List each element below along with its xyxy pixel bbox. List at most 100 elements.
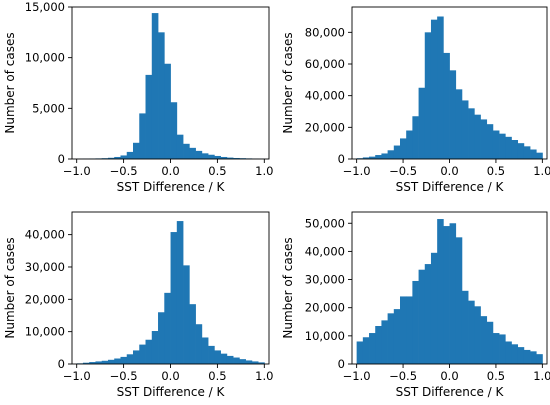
histogram-bar: [530, 351, 537, 364]
histogram-bar: [536, 354, 543, 364]
y-tick-label: 30,000: [305, 273, 345, 287]
histogram-bar: [220, 156, 228, 159]
histogram-bar: [393, 145, 401, 159]
histogram-bar: [449, 70, 457, 159]
histogram-bar: [499, 334, 506, 364]
y-tick-label: 0: [58, 357, 65, 371]
x-tick-label: 0.0: [440, 164, 458, 178]
histogram-bar: [89, 362, 96, 364]
histogram-bar: [201, 153, 209, 159]
histogram-bar: [251, 361, 259, 364]
histogram-bar: [492, 130, 500, 159]
histogram-bar: [424, 264, 432, 364]
histogram-bar: [114, 358, 121, 364]
histogram-bar: [101, 360, 109, 364]
y-tick-label: 40,000: [305, 244, 345, 258]
histogram-bar: [480, 316, 488, 364]
histogram-bar: [95, 361, 103, 364]
histogram-bar: [164, 63, 171, 159]
histogram-bar: [430, 252, 438, 364]
x-tick-label: −0.5: [110, 369, 138, 383]
histogram-bar: [114, 156, 121, 159]
histogram-bar: [170, 102, 178, 159]
x-tick-label: 0.5: [487, 164, 505, 178]
histogram-bar: [443, 226, 450, 364]
histogram-bar: [412, 116, 419, 159]
histogram-bar: [393, 309, 401, 364]
histogram-bar: [474, 306, 481, 364]
histogram-bar: [107, 359, 115, 364]
y-axis-label: Number of cases: [281, 32, 295, 133]
histogram-bar: [418, 269, 426, 364]
x-tick-label: 0.5: [208, 164, 226, 178]
histogram-bar: [139, 344, 146, 364]
y-tick-label: 10,000: [25, 325, 65, 339]
histogram-bar: [530, 149, 537, 159]
histogram-bar: [245, 360, 253, 364]
histogram-bar: [486, 321, 494, 364]
y-tick-label: 0: [58, 152, 65, 166]
histogram-bar: [375, 326, 382, 364]
histogram-bar: [486, 124, 494, 159]
histogram-bar: [387, 150, 395, 159]
y-tick-label: 0: [338, 357, 345, 371]
histogram-bar: [82, 362, 90, 364]
histogram-bar: [208, 345, 215, 364]
histogram-bar: [387, 313, 395, 364]
histogram-bar: [189, 147, 196, 159]
histogram-bar: [220, 353, 228, 364]
histogram-bar: [107, 157, 115, 159]
x-tick-label: 0.5: [208, 369, 226, 383]
histogram-bar: [164, 292, 171, 364]
histogram-bar: [139, 113, 146, 159]
histogram-bar: [151, 331, 159, 364]
histogram-bar: [381, 153, 388, 159]
y-tick-label: 10,000: [305, 329, 345, 343]
histogram-bar: [120, 155, 128, 159]
histogram-bar: [170, 232, 178, 364]
x-tick-label: 1.0: [255, 369, 273, 383]
histogram-bar: [183, 265, 190, 364]
x-tick-label: 0.5: [487, 369, 505, 383]
histogram-bar: [437, 219, 444, 364]
histogram-bar: [468, 108, 475, 159]
y-tick-label: 60,000: [305, 57, 345, 71]
histogram-bar: [176, 134, 184, 159]
x-tick-label: −0.5: [389, 164, 417, 178]
histogram-bar: [201, 337, 209, 364]
x-tick-label: 1.0: [533, 369, 550, 383]
histogram-bar: [505, 136, 512, 159]
y-tick-label: 40,000: [305, 89, 345, 103]
histogram-bar: [133, 350, 140, 364]
histogram-bar: [369, 156, 376, 160]
histogram-bar: [536, 152, 543, 159]
histogram-bar: [126, 354, 134, 364]
histogram-bar: [443, 52, 450, 159]
y-tick-label: 15,000: [25, 0, 65, 14]
histogram-bar: [412, 280, 419, 364]
histogram-bar: [455, 89, 463, 159]
histogram-bar: [158, 32, 165, 159]
histogram-bar: [362, 337, 370, 364]
histogram-bar: [400, 296, 407, 364]
histogram-bar: [480, 119, 488, 159]
histogram-bar: [226, 355, 234, 364]
histogram-bar: [226, 157, 234, 159]
x-axis-label: SST Difference / K: [396, 385, 505, 399]
histogram-panel-top-right: −1.0 −0.5 0.0 0.5 1.0 0 20,000 40,000 60,000 80,0…: [281, 6, 550, 194]
x-tick-label: 1.0: [533, 164, 550, 178]
histogram-bar: [523, 146, 531, 159]
x-tick-label: 1.0: [255, 164, 273, 178]
x-tick-label: −1.0: [343, 369, 371, 383]
histogram-bar: [183, 143, 190, 159]
histogram-bar: [523, 349, 531, 364]
histogram-panel-bottom-left: −1.0 −0.5 0.0 0.5 1.0 0 10,000 20,000 30,000 40,0…: [3, 211, 273, 399]
histogram-bar: [400, 138, 407, 159]
histogram-bar: [511, 344, 519, 364]
histogram-bar: [195, 324, 203, 364]
histogram-bar: [151, 13, 159, 159]
histogram-bar: [455, 237, 463, 364]
histogram-panel-bottom-right: −1.0 −0.5 0.0 0.5 1.0 0 10,000 20,000 30,000 40,0…: [281, 211, 550, 399]
x-tick-label: −0.5: [110, 164, 138, 178]
